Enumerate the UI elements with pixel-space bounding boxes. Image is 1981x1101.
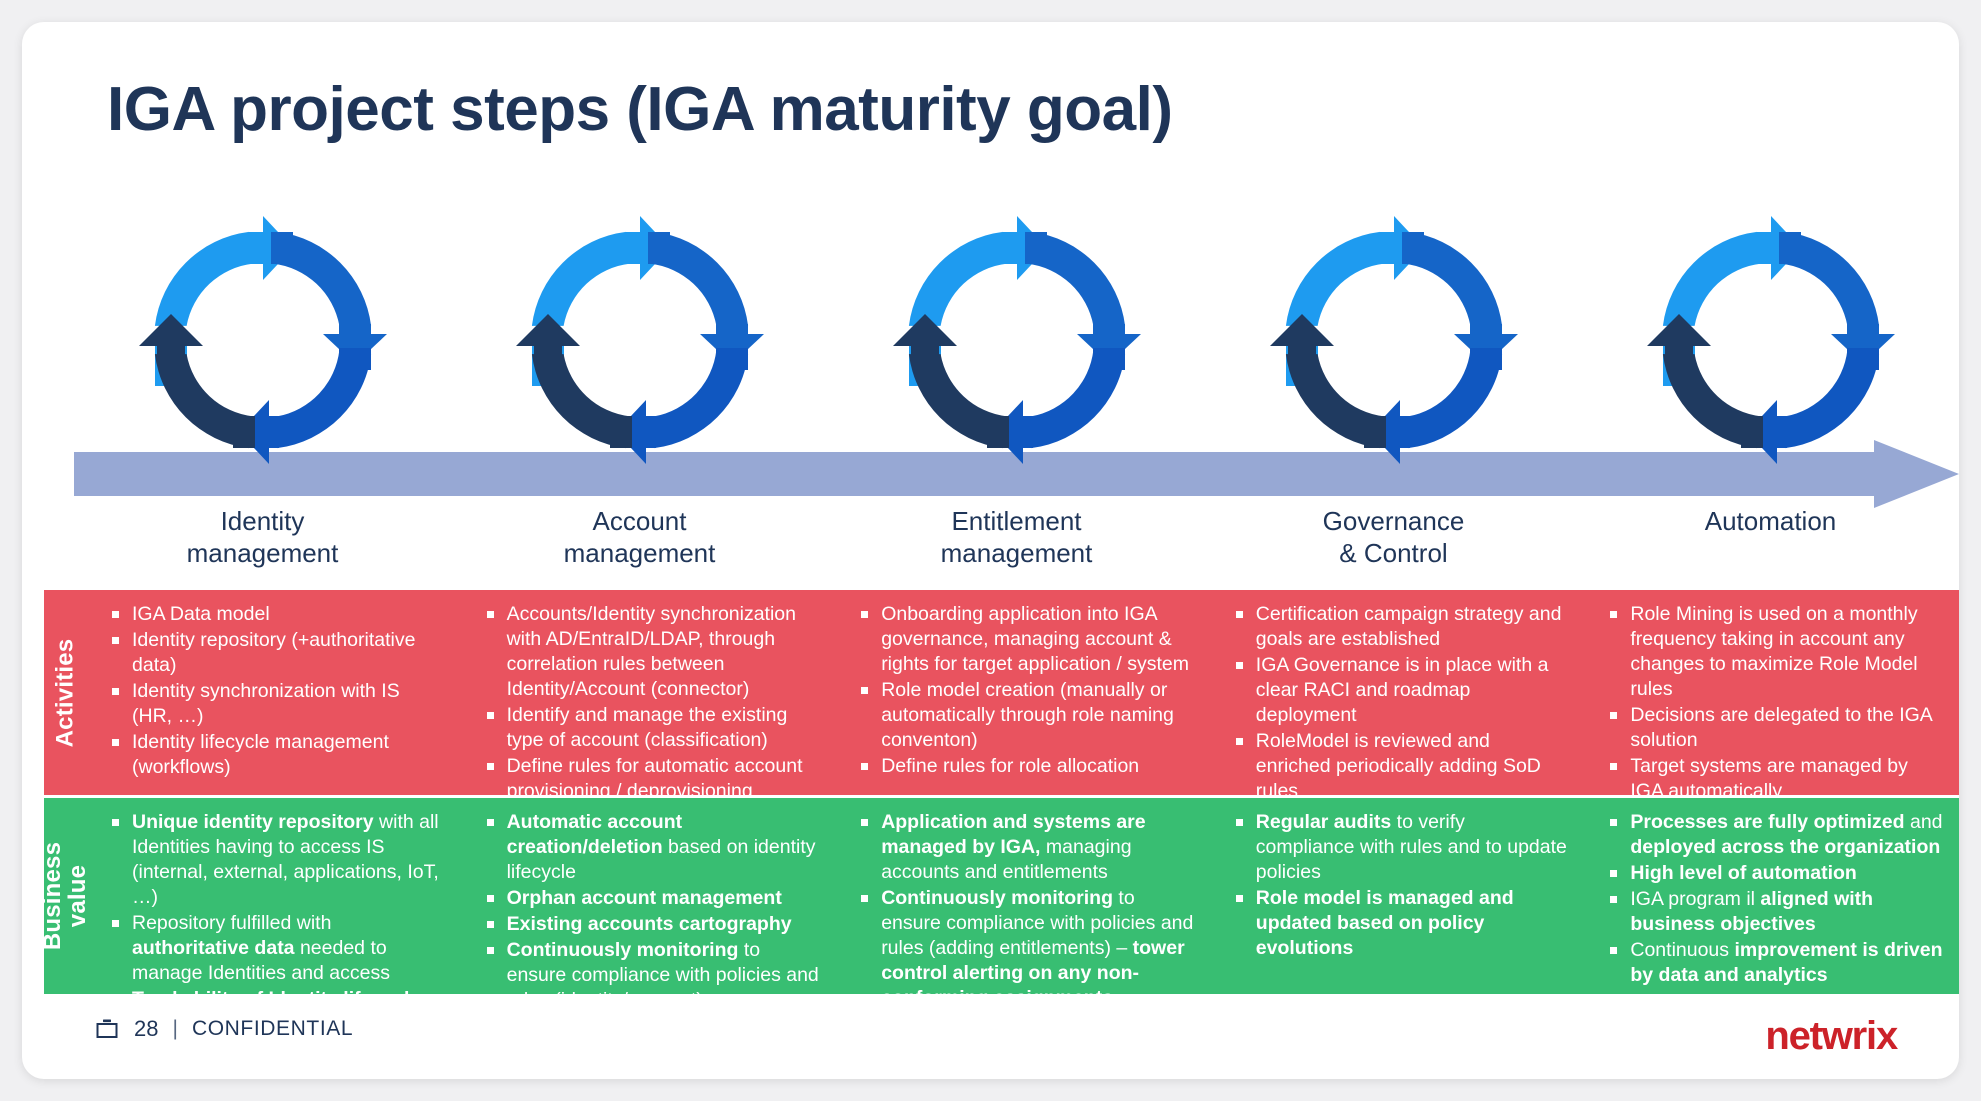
- list-item: Identity lifecycle management (workflows…: [110, 730, 445, 780]
- activities-col-account-management: Accounts/Identity synchronization with A…: [461, 590, 836, 802]
- activities-row-title: Activities: [44, 590, 86, 795]
- bullet-list: Unique identity repository with all Iden…: [110, 810, 445, 1012]
- netwrix-logo: netwrix: [1765, 1014, 1898, 1058]
- cycle-diagram-governance-control: [1205, 190, 1582, 480]
- list-item: IGA Data model: [110, 602, 445, 627]
- bullet-list: Onboarding application into IGA governan…: [859, 602, 1194, 779]
- step-label-entitlement-management: Entitlement management: [940, 506, 1093, 568]
- circular-arrow-icon: [1646, 216, 1895, 464]
- page-number: 28: [134, 1016, 159, 1041]
- step-label-row: Identity management Account management Ent…: [74, 506, 1959, 578]
- bullet-list: Processes are fully optimized and deploy…: [1608, 810, 1943, 988]
- business-value-row-title: Business value: [39, 798, 91, 994]
- activities-columns: IGA Data model Identity repository (+auth…: [86, 590, 1959, 802]
- bullet-list: Certification campaign strategy and goal…: [1234, 602, 1569, 804]
- list-item: Continuously monitoring to ensure compli…: [485, 938, 820, 1013]
- list-item: Target systems are managed by IGA automa…: [1608, 754, 1943, 804]
- business-value-row: Business value Unique identity repository…: [39, 798, 1959, 1011]
- footer-left-group: 28 | CONFIDENTIAL: [94, 1016, 353, 1042]
- list-item: Identify and manage the existing type of…: [485, 703, 820, 753]
- cycle-diagram-account-management: [451, 190, 828, 480]
- list-item: Existing accounts cartography: [485, 912, 820, 937]
- cycle-diagram-identity-management: [74, 190, 451, 480]
- business-value-col-account-management: Automatic account creation/deletion base…: [461, 798, 836, 1011]
- list-item: Role model is managed and updated based …: [1234, 886, 1569, 961]
- bullet-list: Accounts/Identity synchronization with A…: [485, 602, 820, 804]
- list-item: Unique identity repository with all Iden…: [110, 810, 445, 910]
- business-value-row-title-text: Business value: [38, 841, 91, 951]
- bullet-list: IGA Data model Identity repository (+auth…: [110, 602, 445, 780]
- circular-arrow-icon: [515, 216, 764, 464]
- list-item: Certification campaign strategy and goal…: [1234, 602, 1569, 652]
- list-item: Role model creation (manually or automat…: [859, 678, 1194, 753]
- business-value-columns: Unique identity repository with all Iden…: [86, 798, 1959, 1011]
- circular-arrow-icon: [892, 216, 1141, 464]
- list-item: High level of automation: [1608, 861, 1943, 886]
- activities-col-governance-control: Certification campaign strategy and goal…: [1210, 590, 1585, 802]
- business-value-col-automation: Processes are fully optimized and deploy…: [1584, 798, 1959, 994]
- list-item: Onboarding application into IGA governan…: [859, 602, 1194, 677]
- slide-canvas: IGA project steps (IGA maturity goal): [22, 22, 1959, 1079]
- list-item: Define rules for automatic account provi…: [485, 754, 820, 804]
- confidential-label: CONFIDENTIAL: [191, 1017, 354, 1040]
- briefcase-icon: [96, 1019, 118, 1038]
- business-value-col-identity-management: Unique identity repository with all Iden…: [86, 798, 461, 1010]
- bullet-list: Automatic account creation/deletion base…: [485, 810, 820, 1013]
- step-label-automation: Automation: [1704, 506, 1837, 536]
- list-item: Accounts/Identity synchronization with A…: [485, 602, 820, 702]
- list-item: IGA program il aligned with business obj…: [1608, 887, 1943, 937]
- step-label-governance-control: Governance & Control: [1322, 506, 1465, 568]
- list-item: IGA Governance is in place with a clear …: [1234, 653, 1569, 728]
- circular-arrow-icon: [1269, 216, 1518, 464]
- list-item: Processes are fully optimized and deploy…: [1608, 810, 1943, 860]
- business-value-col-governance-control: Regular audits to verify compliance with…: [1210, 798, 1585, 994]
- activities-col-automation: Role Mining is used on a monthly frequen…: [1584, 590, 1959, 802]
- list-item: Application and systems are managed by I…: [859, 810, 1194, 885]
- list-item: Continuously monitoring to ensure compli…: [859, 886, 1194, 1011]
- list-item: Define rules for role allocation: [859, 754, 1194, 779]
- list-item: Identity repository (+authoritative data…: [110, 628, 445, 678]
- list-item: Automatic account creation/deletion base…: [485, 810, 820, 885]
- circular-arrow-icon: [138, 216, 387, 464]
- step-label-account-management: Account management: [563, 506, 716, 568]
- list-item: Repository fulfilled with authoritative …: [110, 911, 445, 986]
- cycle-diagram-row: [74, 190, 1959, 480]
- list-item: Regular audits to verify compliance with…: [1234, 810, 1569, 885]
- bullet-list: Regular audits to verify compliance with…: [1234, 810, 1569, 961]
- cycle-diagram-automation: [1582, 190, 1959, 480]
- list-item: Continuous improvement is driven by data…: [1608, 938, 1943, 988]
- step-label-identity-management: Identity management: [186, 506, 339, 568]
- bullet-list: Role Mining is used on a monthly frequen…: [1608, 602, 1943, 804]
- cycle-diagram-entitlement-management: [828, 190, 1205, 480]
- timeline-arrow: [74, 440, 1959, 508]
- bullet-list: Application and systems are managed by I…: [859, 810, 1194, 1011]
- list-item: Role Mining is used on a monthly frequen…: [1608, 602, 1943, 702]
- activities-row-title-text: Activities: [51, 638, 79, 747]
- list-item: Orphan account management: [485, 886, 820, 911]
- list-item: Decisions are delegated to the IGA solut…: [1608, 703, 1943, 753]
- activities-col-entitlement-management: Onboarding application into IGA governan…: [835, 590, 1210, 795]
- business-value-col-entitlement-management: Application and systems are managed by I…: [835, 798, 1210, 1009]
- activities-col-identity-management: IGA Data model Identity repository (+auth…: [86, 590, 461, 795]
- page-title: IGA project steps (IGA maturity goal): [107, 75, 1173, 144]
- slide-footer: 28 | CONFIDENTIAL netwrix: [22, 1002, 1959, 1079]
- list-item: Identity synchronization with IS (HR, …): [110, 679, 445, 729]
- activities-row: Activities IGA Data model Identity reposi…: [44, 590, 1959, 802]
- list-item: Trackability of Identity lifecycle: [110, 987, 445, 1012]
- list-item: RoleModel is reviewed and enriched perio…: [1234, 729, 1569, 804]
- footer-separator: |: [172, 1017, 178, 1040]
